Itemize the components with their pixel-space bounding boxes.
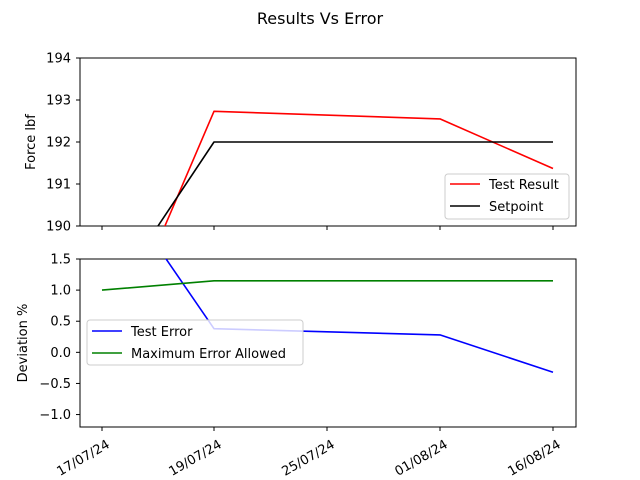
x-tick-label: 01/08/24 (392, 437, 450, 479)
deviation-legend: Test Error Maximum Error Allowed (86, 319, 304, 366)
series-line-test-error (165, 259, 554, 373)
x-tick-label: 19/07/24 (166, 437, 224, 479)
deviation-y-tick-label: −1.0 (39, 408, 71, 423)
series-line-maximum-error-allowed (101, 279, 553, 291)
force-y-tick-label: 191 (46, 178, 71, 193)
force-y-tick-label: 194 (46, 52, 71, 67)
deviation-y-tick-label: 1.5 (50, 253, 71, 268)
x-tick-label: 25/07/24 (279, 437, 337, 479)
x-tick-label: 17/07/24 (54, 437, 112, 479)
series-line-test-result (164, 110, 554, 226)
deviation-y-tick-label: 1.0 (50, 284, 71, 299)
legend-label-test-result: Test Result (488, 178, 559, 193)
force-legend-box (444, 173, 570, 220)
deviation-legend-box (86, 319, 304, 366)
x-tick-label: 16/08/24 (505, 437, 563, 479)
series-line-setpoint (157, 141, 553, 226)
deviation-y-tick-label: 0.0 (50, 346, 71, 361)
force-y-tick-label: 192 (46, 136, 71, 151)
figure-title: Results Vs Error (257, 9, 384, 28)
deviation-y-axis-label: Deviation % (16, 304, 31, 383)
legend-label-test-error: Test Error (130, 325, 193, 340)
legend-label-maximum-error: Maximum Error Allowed (131, 347, 286, 362)
deviation-y-tick-label: 0.5 (50, 315, 71, 330)
force-legend: Test Result Setpoint (444, 173, 570, 220)
force-axis-ticks: 190 191 192 193 194 (46, 52, 554, 235)
deviation-subplot: −1.0 −0.5 0.0 0.5 1.0 1.5 17/07/24 19/07/24 25/0… (16, 253, 577, 480)
deviation-series-lines (101, 259, 554, 373)
force-y-tick-label: 190 (46, 220, 71, 235)
deviation-y-tick-label: −0.5 (39, 377, 71, 392)
force-subplot: 190 191 192 193 194 Force lbf Test Result Se… (24, 52, 577, 235)
force-y-tick-label: 193 (46, 94, 71, 109)
legend-label-setpoint: Setpoint (489, 200, 544, 215)
force-series-lines (157, 110, 554, 226)
force-y-axis-label: Force lbf (24, 114, 39, 170)
